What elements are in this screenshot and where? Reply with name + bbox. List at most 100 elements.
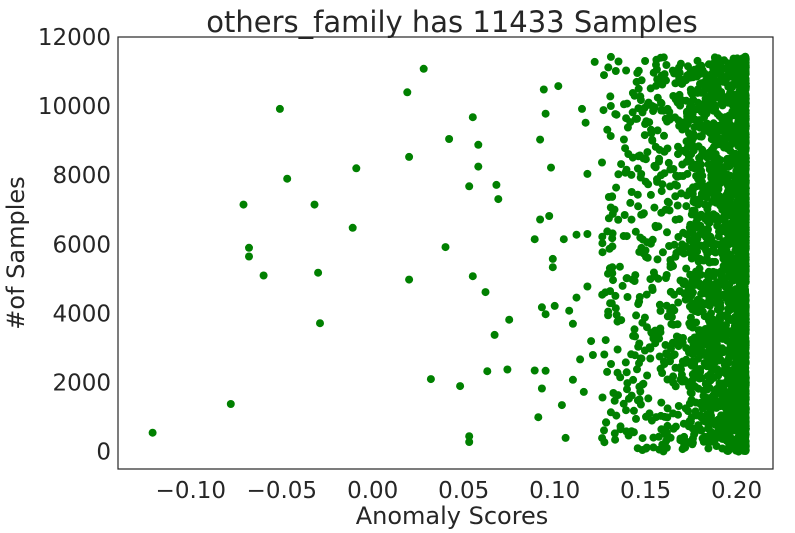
data-point [632, 77, 641, 86]
data-point [701, 325, 710, 333]
data-point [731, 370, 740, 379]
data-point [688, 361, 697, 370]
data-point [536, 135, 545, 144]
data-point [695, 132, 704, 141]
data-point [663, 421, 672, 430]
data-point [598, 290, 607, 299]
data-point [671, 113, 679, 122]
y-tick-label: 0 [96, 440, 111, 466]
data-point [630, 325, 639, 334]
data-point [640, 313, 649, 322]
data-point [615, 262, 624, 271]
data-point [740, 198, 749, 206]
data-point [534, 413, 543, 422]
data-point [695, 105, 704, 114]
data-point [505, 315, 514, 324]
data-point [611, 110, 620, 119]
data-point [649, 443, 658, 452]
data-point [604, 214, 613, 223]
data-point [687, 108, 696, 116]
data-point [627, 391, 636, 400]
data-point [226, 400, 235, 408]
data-point [545, 212, 554, 220]
data-point [721, 175, 730, 184]
data-point [606, 102, 615, 110]
data-point [741, 109, 750, 118]
data-point [634, 202, 643, 211]
data-point [687, 163, 696, 172]
data-point [705, 314, 714, 323]
data-point [731, 129, 739, 138]
data-point [730, 423, 739, 432]
data-point [259, 271, 268, 280]
data-point [647, 416, 656, 425]
data-point [609, 276, 617, 285]
data-point [712, 198, 720, 207]
data-point [653, 255, 662, 264]
data-point [686, 270, 695, 279]
data-point [603, 367, 612, 376]
data-point [706, 188, 715, 197]
data-point [722, 247, 731, 255]
data-point [724, 64, 733, 73]
data-point [687, 336, 696, 344]
data-point [468, 272, 477, 281]
data-point [628, 108, 637, 117]
data-point [741, 334, 750, 343]
data-point [719, 165, 728, 174]
data-point [694, 326, 703, 335]
data-point [662, 349, 671, 358]
data-point [640, 346, 649, 355]
data-point [647, 125, 655, 134]
data-point [627, 215, 636, 224]
data-point [405, 275, 414, 284]
data-point [633, 365, 641, 374]
data-point [613, 345, 622, 354]
data-point [729, 155, 737, 164]
data-point [740, 406, 749, 415]
data-point [722, 406, 731, 415]
data-point [622, 274, 631, 283]
data-point [688, 424, 697, 433]
data-point [622, 368, 631, 377]
data-point [730, 322, 739, 331]
data-point [719, 214, 728, 223]
data-point [671, 382, 680, 391]
data-point [590, 57, 599, 66]
data-point [728, 396, 737, 405]
data-point [711, 299, 720, 307]
data-point [604, 307, 613, 316]
data-point [638, 235, 647, 244]
data-point [731, 349, 740, 358]
data-point [661, 274, 670, 282]
data-point [676, 59, 685, 68]
data-point [692, 242, 701, 251]
data-point [675, 215, 684, 224]
data-point [674, 150, 682, 159]
data-point [598, 158, 606, 167]
x-tick-label: 0.15 [620, 478, 671, 504]
data-point [741, 433, 750, 442]
data-point [712, 84, 721, 93]
data-point [709, 267, 718, 276]
data-point [710, 393, 719, 402]
data-point [644, 394, 653, 403]
data-point [736, 268, 745, 277]
data-point [654, 432, 663, 441]
data-point [695, 116, 704, 125]
data-point [655, 75, 664, 84]
data-point [550, 301, 559, 310]
data-point [730, 187, 739, 195]
data-point [634, 104, 643, 113]
data-point [606, 132, 615, 140]
data-point [671, 192, 680, 201]
data-point [720, 327, 729, 336]
data-point [620, 211, 629, 219]
data-point [614, 215, 623, 224]
data-point [622, 165, 631, 174]
data-point [724, 82, 733, 91]
data-point [598, 248, 607, 257]
data-point [607, 299, 616, 308]
data-point [704, 424, 713, 433]
data-point [426, 375, 435, 384]
